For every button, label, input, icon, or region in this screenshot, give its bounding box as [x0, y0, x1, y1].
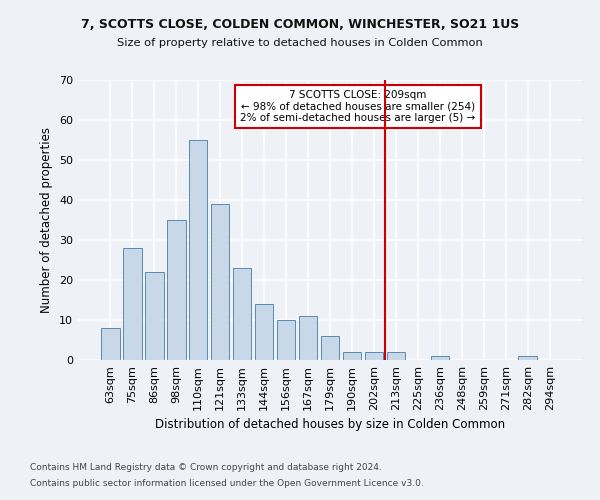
Text: Contains public sector information licensed under the Open Government Licence v3: Contains public sector information licen…: [30, 478, 424, 488]
Text: Contains HM Land Registry data © Crown copyright and database right 2024.: Contains HM Land Registry data © Crown c…: [30, 464, 382, 472]
Bar: [277, 320, 295, 360]
Bar: [233, 268, 251, 360]
Bar: [255, 304, 274, 360]
Bar: [386, 352, 405, 360]
Text: 7 SCOTTS CLOSE: 209sqm
← 98% of detached houses are smaller (254)
2% of semi-det: 7 SCOTTS CLOSE: 209sqm ← 98% of detached…: [240, 90, 475, 123]
Bar: [189, 140, 208, 360]
Bar: [299, 316, 317, 360]
Bar: [167, 220, 185, 360]
Text: 7, SCOTTS CLOSE, COLDEN COMMON, WINCHESTER, SO21 1US: 7, SCOTTS CLOSE, COLDEN COMMON, WINCHEST…: [81, 18, 519, 30]
X-axis label: Distribution of detached houses by size in Colden Common: Distribution of detached houses by size …: [155, 418, 505, 432]
Bar: [211, 204, 229, 360]
Text: Size of property relative to detached houses in Colden Common: Size of property relative to detached ho…: [117, 38, 483, 48]
Bar: [145, 272, 164, 360]
Bar: [101, 328, 119, 360]
Bar: [518, 356, 537, 360]
Bar: [365, 352, 383, 360]
Bar: [431, 356, 449, 360]
Bar: [320, 336, 340, 360]
Bar: [123, 248, 142, 360]
Bar: [343, 352, 361, 360]
Y-axis label: Number of detached properties: Number of detached properties: [40, 127, 53, 313]
